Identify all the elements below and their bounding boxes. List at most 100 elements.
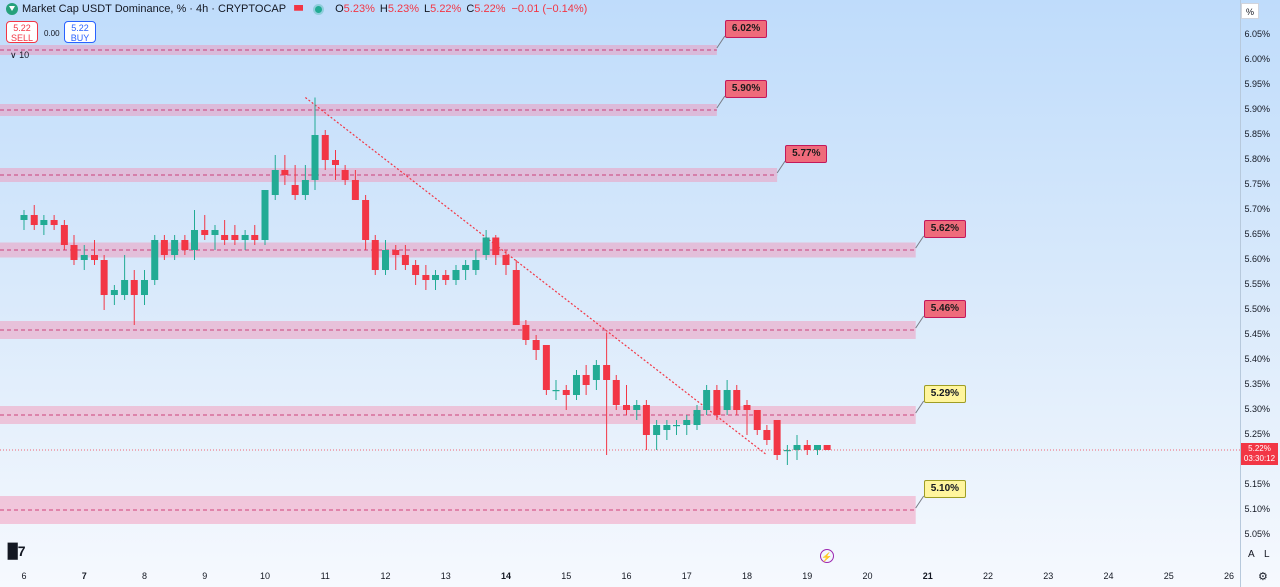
candle — [20, 210, 28, 230]
last-price-value: 5.22% — [1248, 444, 1271, 453]
candle — [823, 445, 831, 450]
indicators-toggle[interactable]: ∨ 10 — [10, 50, 29, 61]
x-tick-label: 18 — [741, 571, 753, 581]
price-chart[interactable] — [0, 0, 1240, 565]
candle-body — [351, 180, 359, 200]
symbol-title[interactable]: Market Cap USDT Dominance, % · 4h · CRYP… — [22, 3, 287, 15]
buy-price: 5.22 — [71, 23, 89, 33]
ohlc-value: 5.23% — [387, 3, 420, 15]
ohlc-key: H — [379, 3, 388, 15]
candle — [542, 345, 550, 395]
candle-body — [171, 240, 179, 255]
candle — [171, 235, 179, 260]
candle-body — [291, 185, 299, 195]
y-tick-label: 5.70% — [1244, 204, 1270, 214]
trendline-layer — [305, 97, 768, 456]
candle-body — [803, 445, 811, 450]
x-tick-label: 11 — [320, 571, 330, 581]
candle — [40, 215, 48, 235]
candle — [623, 385, 630, 415]
candle — [703, 385, 711, 415]
x-tick-label: 15 — [561, 571, 572, 581]
tradingview-logo-icon[interactable]: ▉7 — [8, 543, 26, 559]
candle — [592, 360, 600, 390]
candle — [241, 230, 249, 250]
candle-body — [80, 255, 88, 260]
x-tick-label: 16 — [621, 571, 632, 581]
x-tick-label: 6 — [21, 571, 27, 581]
candle — [783, 445, 791, 465]
candle — [110, 285, 118, 305]
candle — [301, 165, 309, 200]
buy-button[interactable]: 5.22 BUY — [64, 21, 96, 43]
candle-body — [572, 375, 580, 395]
candle-body — [151, 240, 159, 280]
y-tick-label: 5.10% — [1244, 504, 1270, 514]
candle — [562, 385, 570, 410]
candle-body — [462, 265, 470, 270]
candle-body — [703, 390, 711, 410]
candle-body — [783, 450, 791, 452]
last-price-tag: 5.22% 03:30:12 — [1241, 443, 1278, 465]
log-scale-button[interactable]: L — [1264, 549, 1270, 560]
zone-level-label: 5.46% — [923, 300, 967, 318]
zone-level-label: 5.10% — [923, 480, 967, 498]
candle-body — [642, 405, 650, 435]
candle-body — [542, 345, 550, 390]
candle-body — [823, 445, 831, 450]
indicators-count: 10 — [19, 50, 30, 60]
sell-button[interactable]: 5.22 SELL — [6, 21, 38, 43]
settings-gear-icon[interactable]: ⚙ — [1258, 571, 1268, 583]
candle-body — [261, 190, 269, 240]
candle-body — [522, 325, 530, 340]
candle-body — [321, 135, 329, 160]
chart-header: Market Cap USDT Dominance, % · 4h · CRYP… — [6, 3, 589, 15]
candle — [713, 385, 721, 420]
candle — [452, 265, 460, 285]
candle — [191, 210, 199, 260]
candle-body — [191, 230, 199, 250]
lightning-icon[interactable]: ⚡ — [820, 549, 834, 563]
x-tick-label: 14 — [500, 571, 512, 581]
percent-scale-button[interactable]: % — [1241, 3, 1259, 19]
candle-body — [382, 250, 389, 270]
y-tick-label: 5.90% — [1244, 104, 1270, 114]
candle — [482, 230, 490, 260]
candle-body — [452, 270, 460, 280]
candle — [502, 250, 510, 275]
candle — [130, 270, 138, 325]
candle-body — [663, 425, 671, 430]
candle-body — [552, 390, 560, 392]
candle — [351, 170, 359, 200]
candle-body — [181, 240, 189, 250]
zone-callout-line — [915, 495, 925, 509]
market-status-icon — [315, 5, 323, 13]
x-tick-label: 7 — [81, 571, 87, 581]
candle — [251, 225, 259, 245]
candle-body — [743, 405, 751, 410]
y-tick-label: 5.75% — [1244, 179, 1270, 189]
candle-body — [121, 280, 129, 295]
candle-body — [512, 270, 520, 325]
candle-body — [763, 430, 771, 440]
candle-body — [30, 215, 38, 225]
candle-body — [693, 410, 701, 425]
auto-scale-button[interactable]: A — [1248, 549, 1255, 560]
y-tick-label: 5.05% — [1244, 529, 1270, 539]
zone-callout-line — [716, 95, 726, 109]
candle-body — [733, 390, 741, 410]
flag-icon[interactable] — [294, 4, 304, 11]
candle-body — [160, 240, 168, 255]
ohlc-value: 5.22% — [474, 3, 506, 15]
support-resistance-zones — [0, 35, 925, 524]
candle — [522, 320, 530, 345]
candle-body — [271, 170, 279, 195]
y-tick-label: 6.00% — [1244, 54, 1270, 64]
candle-body — [633, 405, 641, 410]
x-tick-label: 17 — [681, 571, 692, 581]
zone-callout-line — [915, 315, 925, 329]
candle-body — [673, 425, 681, 427]
y-tick-label: 5.15% — [1244, 479, 1270, 489]
candle-body — [502, 255, 510, 265]
candle — [693, 405, 701, 430]
